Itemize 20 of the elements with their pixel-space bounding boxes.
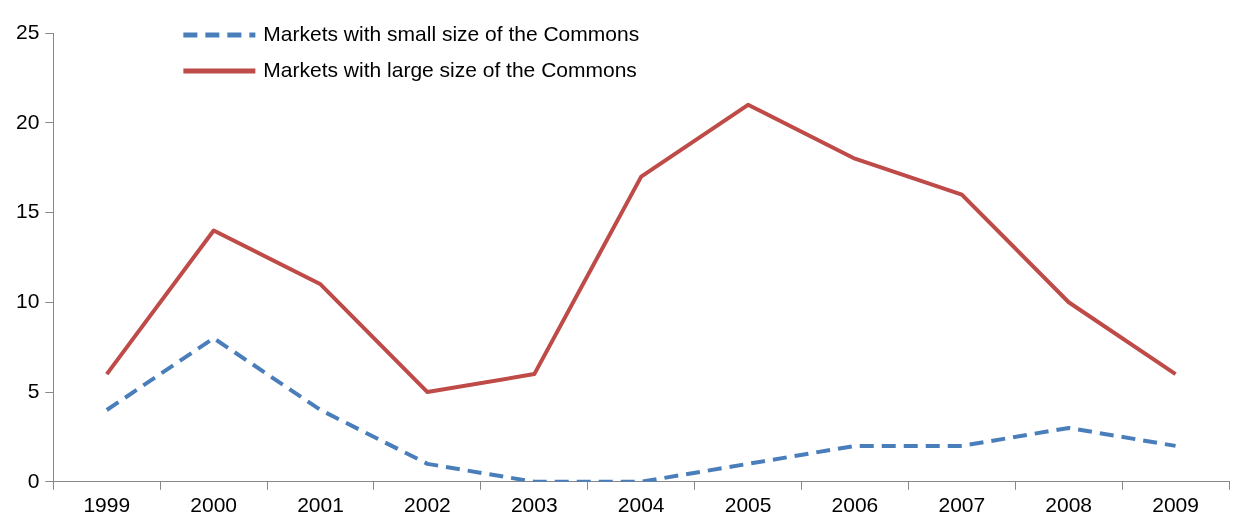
- line-series: [104, 336, 1178, 482]
- y-tick-label: 5: [27, 378, 40, 402]
- y-tick-label: 25: [16, 19, 40, 43]
- legend-label: Markets with large size of the Commons: [263, 57, 637, 81]
- y-tick-label: 15: [16, 199, 40, 223]
- x-tick-label: 2007: [938, 493, 986, 517]
- x-tick-label: 2003: [510, 493, 558, 517]
- y-tick-label: 20: [16, 109, 40, 133]
- x-tick-label: 2000: [190, 493, 238, 517]
- x-tick-label: 1999: [83, 493, 131, 517]
- x-tick-label: 2001: [297, 493, 344, 517]
- x-tick-label: 2005: [724, 493, 772, 517]
- y-tick-label: 10: [16, 289, 40, 313]
- x-tick-label: 2009: [1152, 493, 1199, 517]
- x-tick-label: 2002: [404, 493, 451, 517]
- y-tick-label: 0: [27, 468, 40, 492]
- x-tick-label: 2008: [1045, 493, 1093, 517]
- legend-label: Markets with small size of the Commons: [263, 21, 640, 45]
- x-tick-label: 2006: [831, 493, 879, 517]
- x-tick-label: 2004: [617, 493, 665, 517]
